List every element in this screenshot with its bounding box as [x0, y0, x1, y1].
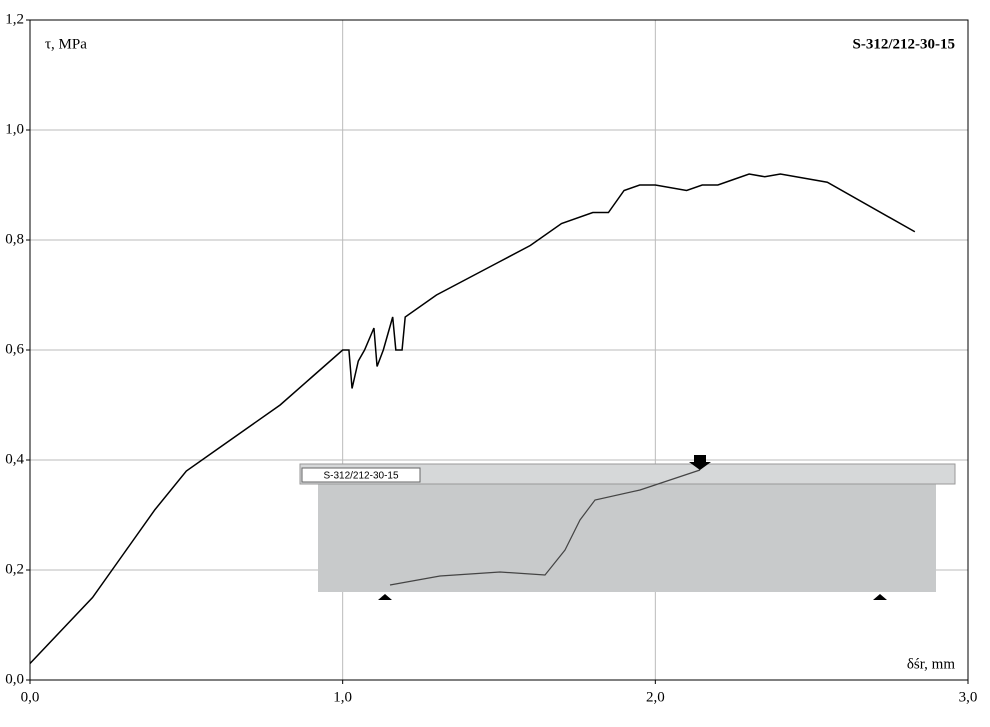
load-arrow	[689, 455, 711, 470]
inset-photo: S-312/212-30-15	[299, 455, 956, 600]
y-tick-label: 0,4	[5, 451, 24, 467]
y-tick-label: 1,2	[5, 11, 24, 27]
beam-flange	[299, 463, 956, 485]
x-tick-label: 0,0	[21, 689, 40, 705]
support-arrow	[378, 594, 887, 600]
data-line	[29, 173, 916, 665]
crack	[389, 469, 701, 586]
x-axis-label: δśr, mm	[907, 656, 955, 672]
x-tick-label: 1,0	[333, 689, 352, 705]
chart-title: S-312/212-30-15	[853, 36, 956, 52]
inset-label: S-312/212-30-15	[323, 471, 398, 482]
y-tick-label: 1,0	[5, 121, 24, 137]
y-tick-label: 0,6	[5, 341, 24, 357]
x-tick-label: 2,0	[646, 689, 665, 705]
y-axis-label: τ, MPa	[45, 36, 87, 52]
y-tick-label: 0,0	[5, 671, 24, 687]
inset-label-box	[301, 467, 421, 483]
x-tick-label: 3,0	[959, 689, 978, 705]
plot-frame	[29, 19, 969, 681]
beam-web	[318, 480, 936, 592]
y-tick-label: 0,8	[5, 231, 24, 247]
y-tick-label: 0,2	[5, 561, 24, 577]
